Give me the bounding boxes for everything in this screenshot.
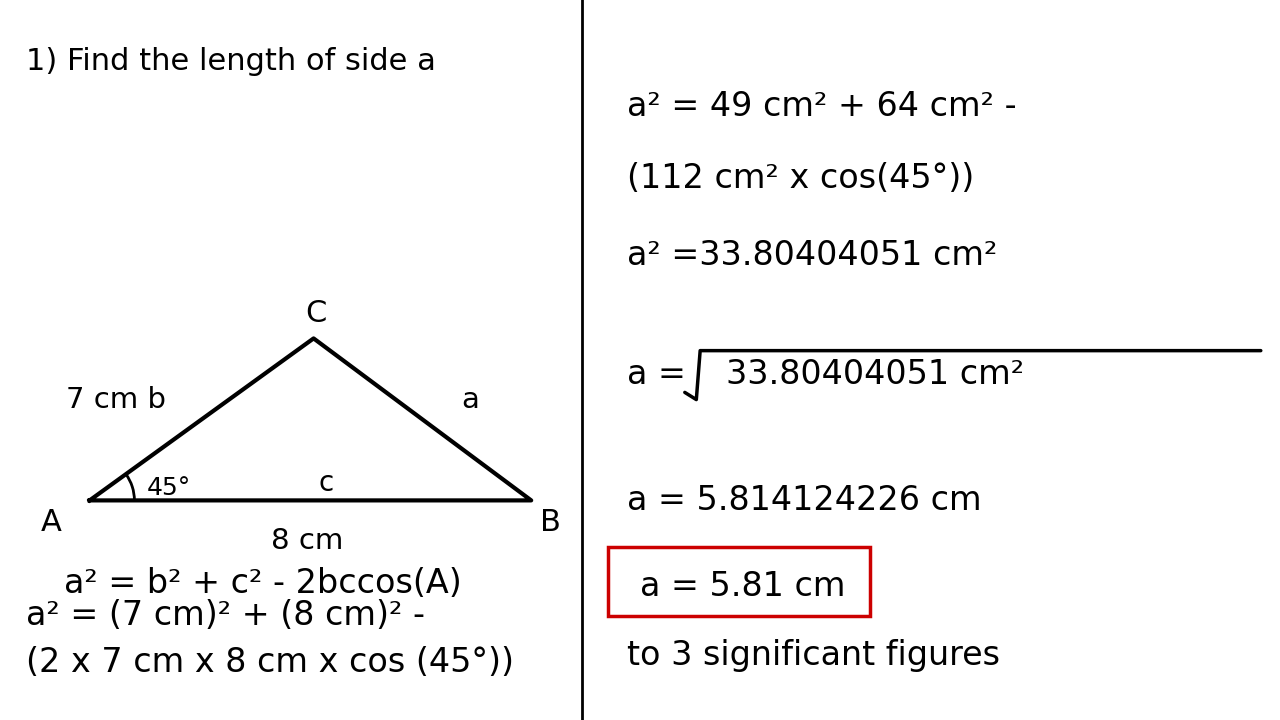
Text: a = 5.81 cm: a = 5.81 cm [640,570,846,603]
Text: a: a [461,386,479,413]
Text: a² = 49 cm² + 64 cm² -: a² = 49 cm² + 64 cm² - [627,90,1016,123]
Text: 33.80404051 cm²: 33.80404051 cm² [726,358,1024,391]
Text: c: c [319,469,334,497]
Text: a =: a = [627,358,686,391]
Text: a² =33.80404051 cm²: a² =33.80404051 cm² [627,239,997,272]
Text: (112 cm² x cos(45°)): (112 cm² x cos(45°)) [627,162,974,195]
Text: A: A [41,508,61,536]
Text: to 3 significant figures: to 3 significant figures [627,639,1000,672]
Text: B: B [540,508,561,536]
Text: a = 5.814124226 cm: a = 5.814124226 cm [627,484,982,517]
Text: 7 cm b: 7 cm b [67,386,166,413]
Text: C: C [306,299,326,328]
Text: 1) Find the length of side a: 1) Find the length of side a [26,47,435,76]
Text: a² = (7 cm)² + (8 cm)² -: a² = (7 cm)² + (8 cm)² - [26,599,425,632]
Text: 8 cm: 8 cm [271,527,343,555]
Text: a² = b² + c² - 2bccos(A): a² = b² + c² - 2bccos(A) [64,567,462,600]
Text: (2 x 7 cm x 8 cm x cos (45°)): (2 x 7 cm x 8 cm x cos (45°)) [26,646,513,679]
Text: 45°: 45° [147,477,192,500]
